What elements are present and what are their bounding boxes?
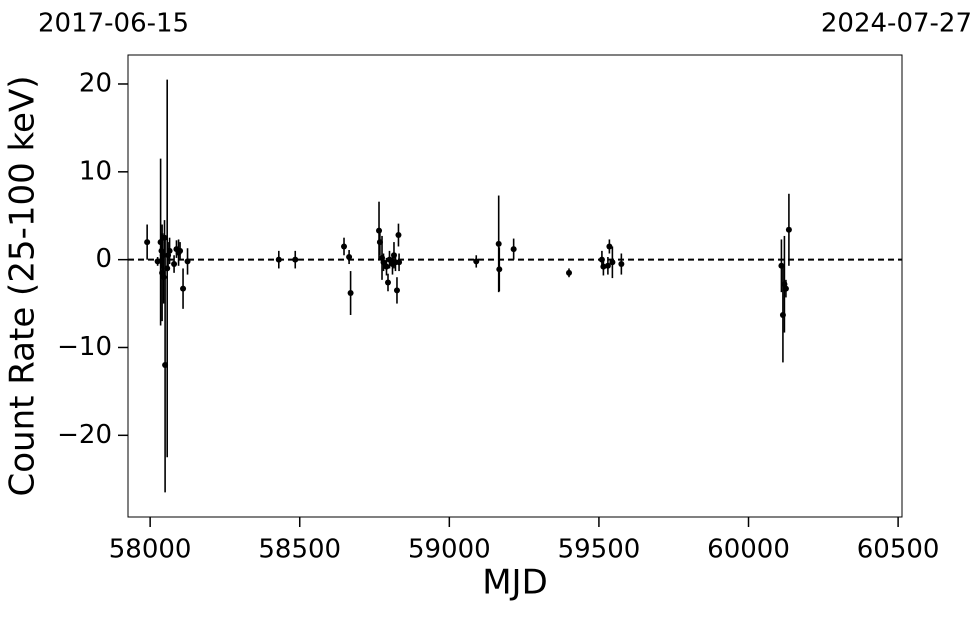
data-point [144,239,151,246]
data-point [778,262,785,269]
x-tick-label: 58000 [109,535,192,565]
data-point [180,285,187,292]
data-point [782,285,789,292]
data-point [473,258,480,265]
x-tick-label: 60500 [857,535,940,565]
end-date-label: 2024-07-27 [821,9,972,39]
data-point [496,266,503,273]
data-point [177,247,184,254]
data-point [275,256,282,263]
data-point [495,240,502,247]
plot-frame [127,54,903,518]
data-point [341,243,348,250]
data-point [785,226,792,233]
data-point [292,256,299,263]
start-date-label: 2017-06-15 [38,9,189,39]
data-point [396,259,403,266]
y-tick-label: 10 [79,156,112,186]
data-point [386,256,393,263]
data-point [154,258,161,265]
data-point [609,259,616,266]
data-point [376,227,383,234]
data-point [184,258,191,265]
data-point [600,263,607,270]
data-point [566,269,573,276]
x-tick-label: 60000 [707,535,790,565]
data-point [166,247,173,254]
y-tick-label: −10 [57,332,112,362]
data-point [618,261,625,268]
x-tick-label: 59500 [558,535,641,565]
data-point [346,254,353,261]
data-point [164,265,171,272]
y-axis-label: Count Rate (25-100 keV) [3,76,43,497]
data-point [347,290,354,297]
data-point [171,261,178,268]
data-point [604,262,611,269]
data-point [384,279,391,286]
y-tick-label: −20 [57,420,112,450]
x-axis-label: MJD [482,563,548,603]
x-tick-label: 58500 [258,535,341,565]
data-point [395,232,402,239]
y-tick-label: 20 [79,68,112,98]
x-tick-label: 59000 [408,535,491,565]
data-point [383,263,390,270]
data-point [393,287,400,294]
data-point [510,246,517,253]
data-point [380,259,387,266]
data-point [606,243,613,250]
y-tick-label: 0 [95,244,112,274]
